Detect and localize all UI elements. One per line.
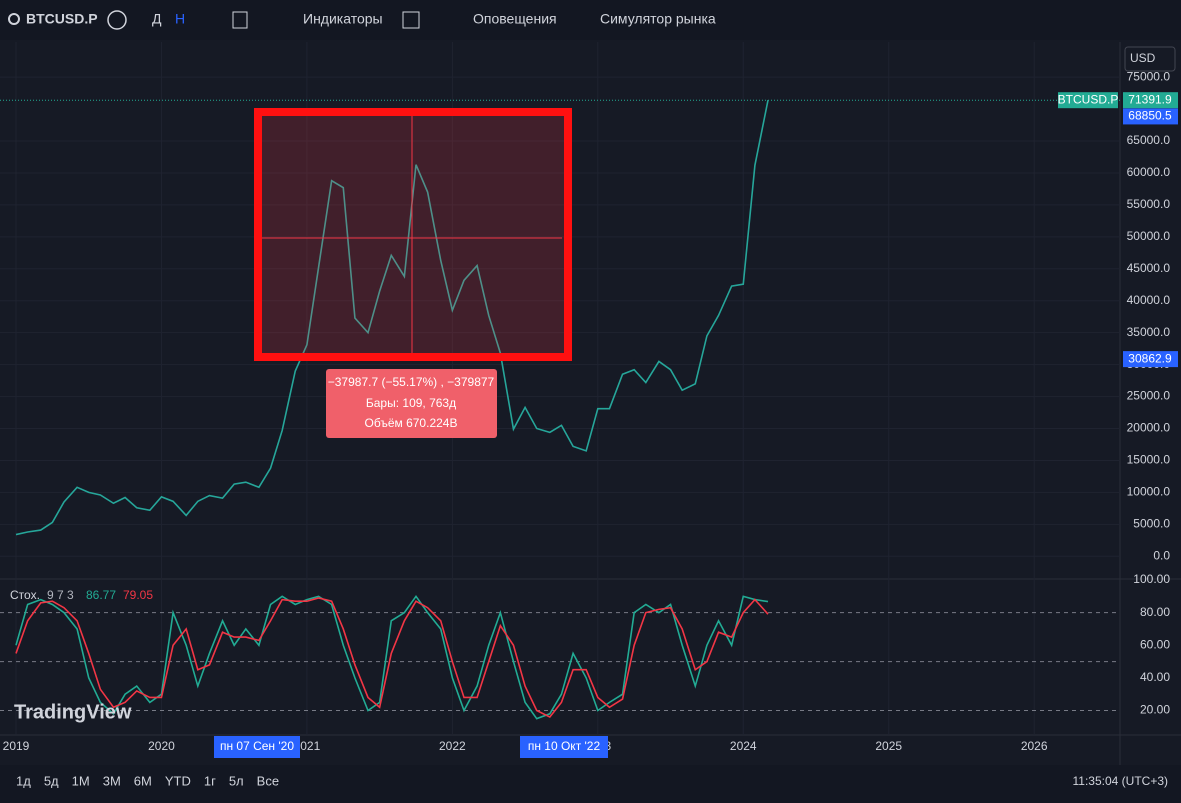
range-button[interactable]: 5д (44, 773, 59, 788)
x-tick-label: 2024 (730, 739, 757, 753)
interval[interactable]: Н (175, 11, 185, 27)
alerts[interactable]: Оповещения (473, 11, 557, 27)
y-tick-label: 45000.0 (1127, 261, 1171, 275)
replay[interactable]: Симулятор рынка (600, 11, 716, 27)
y-tick-label: 10000.0 (1127, 485, 1171, 499)
y-tick-label: 55000.0 (1127, 197, 1171, 211)
measure-bars: Бары: 109, 763д (366, 396, 456, 410)
x-tick-label: 2021 (294, 739, 321, 753)
y-tick-label: 100.00 (1133, 572, 1170, 586)
series-line (15, 597, 769, 719)
range-button[interactable]: 1М (72, 773, 90, 788)
toolbar (0, 0, 1181, 40)
currency-button[interactable] (1124, 46, 1176, 72)
y-tick-label: 5000.0 (1133, 517, 1170, 531)
price-tag-label: 30862.9 (1128, 351, 1172, 365)
indicators[interactable]: Индикаторы (303, 11, 383, 27)
time-marker-label: пн 07 Сен '20 (220, 739, 294, 753)
logo: TradingView (14, 701, 132, 723)
series-line (15, 100, 769, 536)
price-tag (1123, 351, 1178, 368)
indicator-value: 79.05 (123, 588, 153, 602)
y-tick-label: 60.00 (1140, 637, 1170, 651)
range-button[interactable]: 1д (16, 773, 31, 788)
measure-tooltip (326, 369, 497, 438)
y-tick-label: 25000.0 (1127, 389, 1171, 403)
clock: 11:35:04 (UTC+3) (1073, 774, 1169, 788)
y-tick-label: 20000.0 (1127, 421, 1171, 435)
y-tick-label: 60000.0 (1127, 165, 1171, 179)
range-button[interactable]: 5л (229, 773, 244, 788)
range-buttons: 1д 5д 1М 3М 6М YTD 1г 5л Все (16, 773, 279, 788)
time-marker (520, 736, 608, 758)
price-tag (1123, 108, 1178, 125)
x-tick-label: 2022 (439, 739, 466, 753)
y-tick-label: 50000.0 (1127, 229, 1171, 243)
indicator-params: 9 7 3 (47, 588, 74, 602)
indicator-title: Стох. (10, 588, 40, 602)
search-icon[interactable] (8, 13, 20, 25)
x-tick-label: 2019 (3, 739, 30, 753)
bottom-bar (0, 765, 1181, 803)
range-button[interactable]: 3М (103, 773, 121, 788)
range-button[interactable]: YTD (165, 773, 191, 788)
symbol-tag-label: BTCUSD.P (1058, 92, 1119, 106)
price-tag-label: 68850.5 (1128, 109, 1172, 123)
currency[interactable]: USD (1130, 51, 1156, 65)
x-tick-label: 2025 (875, 739, 902, 753)
series-line (15, 594, 769, 720)
range-button[interactable]: 1г (204, 773, 216, 788)
range-button[interactable]: 6М (134, 773, 152, 788)
measure-change: −37987.7 (−55.17%) , −379877 (328, 375, 495, 389)
y-tick-label: 15000.0 (1127, 453, 1171, 467)
price-tag (1123, 92, 1178, 109)
y-tick-label: 65000.0 (1127, 133, 1171, 147)
symbol[interactable]: BTCUSD.P (26, 11, 98, 27)
symbol-tag (1058, 92, 1118, 109)
indicator-value: 86.77 (86, 588, 116, 602)
time-marker-label: пн 10 Окт '22 (528, 739, 601, 753)
time-marker (214, 736, 300, 758)
y-tick-label: 40.00 (1140, 670, 1170, 684)
chart-type[interactable] (232, 11, 248, 29)
x-tick-label: 2026 (1021, 739, 1048, 753)
layouts[interactable] (402, 11, 420, 29)
y-tick-label: 75000.0 (1127, 69, 1171, 83)
y-tick-label: 0.0 (1153, 548, 1170, 562)
measure-box (254, 108, 572, 361)
y-tick-label: 20.00 (1140, 703, 1170, 717)
measure-volume: Объём 670.224B (365, 416, 458, 430)
interval[interactable]: Д (152, 11, 162, 27)
y-tick-label: 80.00 (1140, 605, 1170, 619)
x-tick-label: 2020 (148, 739, 175, 753)
y-tick-label: 40000.0 (1127, 293, 1171, 307)
range-button[interactable]: Все (257, 773, 279, 788)
add-symbol[interactable] (107, 10, 127, 30)
price-tag-label: 71391.9 (1128, 92, 1172, 106)
y-tick-label: 35000.0 (1127, 325, 1171, 339)
